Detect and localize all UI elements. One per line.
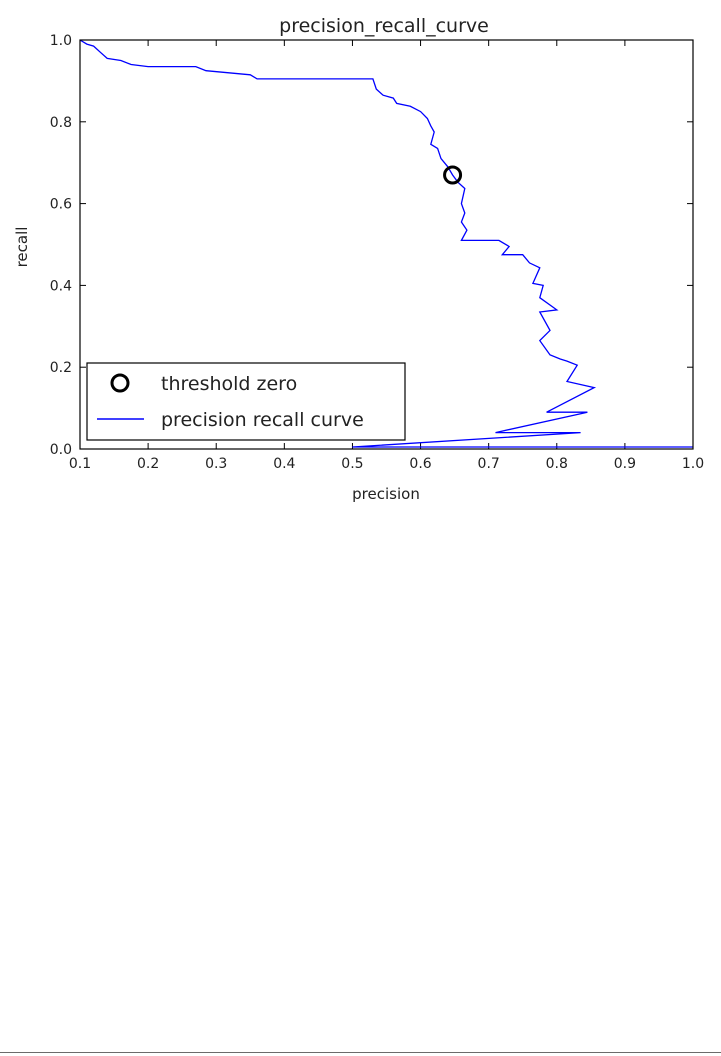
x-tick-label: 0.5 (341, 456, 363, 472)
y-tick-label: 0.4 (50, 278, 72, 294)
x-axis-label: precision (352, 485, 420, 503)
legend-label-threshold: threshold zero (161, 373, 297, 395)
legend-label-curve: precision recall curve (161, 409, 364, 431)
y-tick-label: 0.0 (50, 442, 72, 458)
bottom-divider (0, 1052, 721, 1053)
x-tick-label: 0.8 (546, 456, 568, 472)
x-tick-label: 0.6 (409, 456, 431, 472)
chart-title: precision_recall_curve (279, 15, 489, 37)
x-tick-label: 0.1 (69, 456, 91, 472)
precision-recall-chart: precision_recall_curve precision recall … (13, 15, 704, 503)
legend-marker-circle (110, 373, 130, 393)
y-tick-label: 0.2 (50, 360, 72, 376)
x-tick-label: 0.2 (137, 456, 159, 472)
y-tick-label: 0.8 (50, 115, 72, 131)
x-tick-label: 0.4 (273, 456, 295, 472)
x-tick-label: 0.7 (478, 456, 500, 472)
y-tick-label: 1.0 (50, 33, 72, 49)
plot-area (79, 39, 693, 448)
y-axis-label: recall (13, 227, 31, 268)
legend: threshold zero precision recall curve (86, 362, 406, 441)
plot-frame (79, 39, 694, 450)
precision-recall-curve-line (79, 39, 693, 448)
x-tick-label: 1.0 (682, 456, 704, 472)
threshold-zero-marker (443, 165, 463, 185)
axis-ticks: 0.1 0.2 0.3 0.4 0.5 0.6 0.7 0.8 0.9 1.0 0.0 0.2 0.4 0… (50, 33, 704, 472)
y-tick-label: 0.6 (50, 197, 72, 213)
legend-box (86, 362, 406, 441)
x-tick-label: 0.3 (205, 456, 227, 472)
x-tick-label: 0.9 (614, 456, 636, 472)
